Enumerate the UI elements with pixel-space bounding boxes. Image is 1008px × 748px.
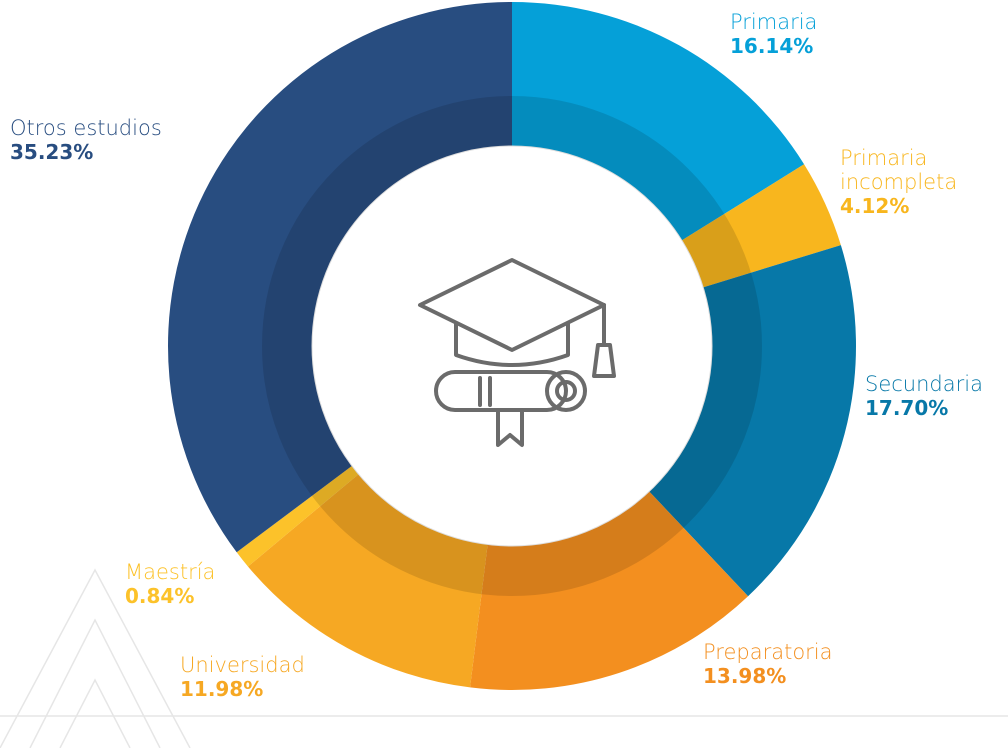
slice-label: Secundaria 17.70% [865, 372, 1008, 420]
center-hole [311, 145, 713, 547]
slice-label: Primaria 16.14% [730, 10, 930, 58]
donut-slice [470, 491, 749, 690]
donut-slice [649, 245, 856, 597]
value-label: 16.14% [730, 34, 814, 58]
value-label: 11.98% [180, 677, 264, 701]
slice-label: Otros estudios 35.23% [10, 116, 210, 164]
category-name: Secundaria [865, 372, 983, 396]
slice-label: Universidad 11.98% [180, 653, 360, 701]
value-label: 17.70% [865, 396, 949, 420]
category-name: Maestría [125, 560, 216, 584]
slice-label: Maestría 0.84% [125, 560, 245, 608]
value-label: 4.12% [840, 194, 910, 218]
inner-shade [262, 96, 762, 596]
value-label: 13.98% [703, 664, 787, 688]
donut-slice [512, 2, 805, 241]
donut-slice [168, 2, 512, 553]
background-decor [0, 568, 1008, 748]
donut-slice [681, 164, 841, 288]
category-name: Otros estudios [10, 116, 162, 140]
category-name: Preparatoria [703, 640, 833, 664]
category-name: Primaria incompleta [840, 146, 958, 194]
category-name: Universidad [180, 653, 305, 677]
slice-label: Preparatoria 13.98% [703, 640, 873, 688]
slice-label: Primaria incompleta 4.12% [840, 146, 1008, 218]
donut-slice [236, 465, 359, 567]
category-name: Primaria [730, 10, 818, 34]
value-label: 35.23% [10, 140, 94, 164]
value-label: 0.84% [125, 584, 195, 608]
